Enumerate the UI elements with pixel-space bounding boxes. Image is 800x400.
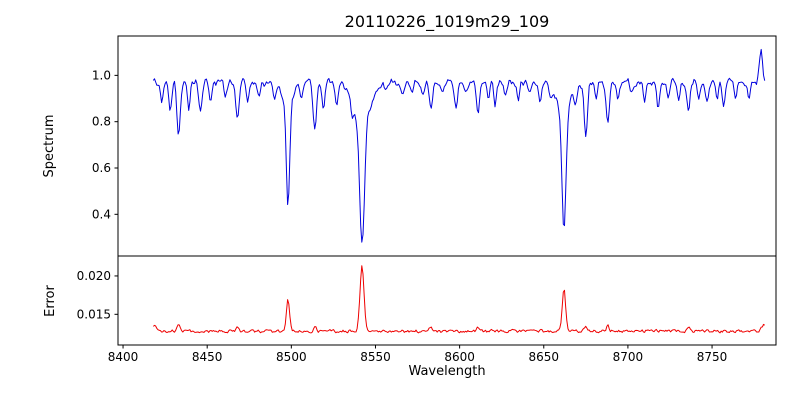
error-panel-frame — [117, 255, 777, 346]
x-tick-label: 8700 — [613, 350, 644, 364]
x-tick-label: 8750 — [697, 350, 728, 364]
error-y-tick-label: 0.020 — [77, 269, 111, 283]
x-tick-label: 8600 — [444, 350, 475, 364]
x-tick-label: 8500 — [276, 350, 307, 364]
spectrum-line — [152, 48, 766, 243]
spectrum-panel-frame — [117, 35, 777, 257]
spectrum-y-tick-label: 0.4 — [92, 207, 111, 221]
chart-title: 20110226_1019m29_109 — [344, 12, 550, 31]
error-line — [152, 265, 765, 334]
spectrum-y-tick-label: 0.8 — [92, 115, 111, 129]
error-y-axis-label: Error — [43, 285, 58, 317]
spectrum-y-tick-label: 0.6 — [92, 161, 111, 175]
error-y-tick-label: 0.015 — [77, 307, 111, 321]
x-axis-label: Wavelength — [408, 364, 486, 379]
x-tick-label: 8400 — [108, 350, 139, 364]
x-tick-label: 8550 — [360, 350, 391, 364]
x-tick-label: 8650 — [528, 350, 559, 364]
spectrum-y-tick-label: 1.0 — [92, 68, 111, 82]
x-tick-label: 8450 — [192, 350, 223, 364]
